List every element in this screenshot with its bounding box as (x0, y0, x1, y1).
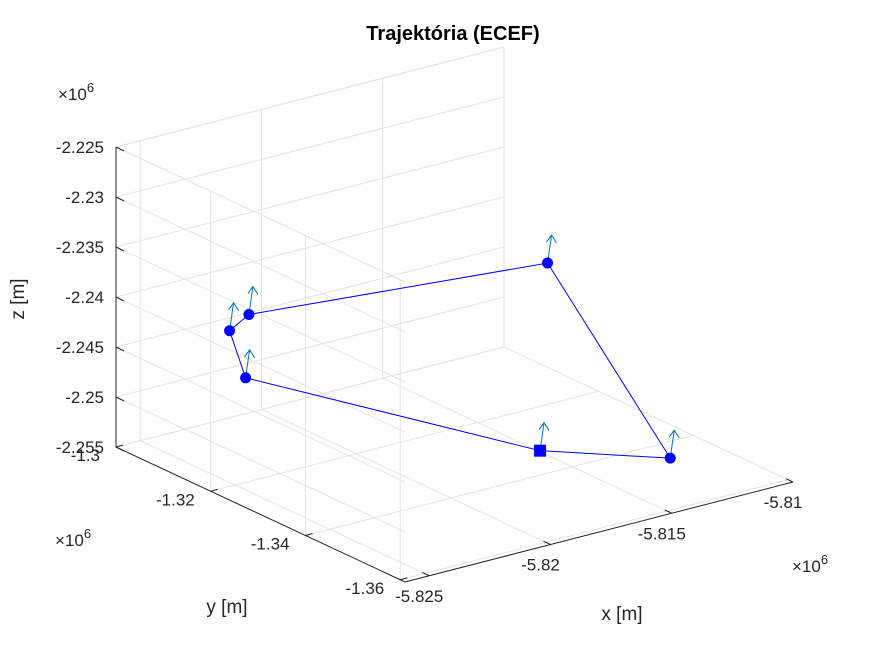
svg-text:×106: ×106 (58, 80, 94, 104)
x-tick-label: -5.815 (638, 524, 686, 543)
z-tick-mark (115, 246, 125, 252)
y-tick-label: -1.36 (346, 579, 385, 598)
y-tick-mark (400, 577, 408, 581)
y-tick-mark (115, 444, 124, 448)
axes (115, 146, 794, 583)
grid-line (382, 377, 672, 514)
y-tick-labels: -1.3 -1.32 -1.34 -1.36 (71, 446, 385, 598)
grid-line (115, 296, 505, 398)
orientation-arrowhead (244, 348, 256, 359)
x-tick-label: -5.825 (395, 587, 443, 606)
x-tick-labels: -5.825 -5.82 -5.815 -5.81 (395, 493, 802, 606)
z-tick-label: -2.245 (56, 338, 104, 357)
z-tick-label: -2.23 (65, 188, 104, 207)
z-tick-label: -2.255 (56, 438, 104, 457)
trajectory-point-square (534, 444, 547, 457)
orientation-vectors (228, 234, 680, 459)
z-tick-mark (115, 146, 125, 152)
z-tick-mark (115, 446, 125, 452)
trajectory-point (224, 325, 236, 337)
y-axis-label: y [m] (206, 597, 247, 618)
x-exponent-label: ×106 (792, 552, 828, 576)
x-tick-label: -5.81 (764, 493, 803, 512)
orientation-arrowhead (538, 421, 550, 431)
z-tick-mark (115, 346, 125, 352)
orientation-arrowhead (546, 234, 557, 244)
grid-line (115, 346, 505, 448)
z-tick-mark (115, 196, 125, 202)
trajectory-markers (224, 257, 676, 464)
z-tick-label: -2.24 (65, 288, 104, 307)
x-tick-mark (664, 509, 672, 514)
grid-line (503, 346, 794, 483)
grid-line (115, 146, 406, 283)
svg-text:×106: ×106 (55, 526, 91, 550)
x-axis-line (404, 481, 794, 583)
trajectory-point (243, 308, 255, 320)
z-tick-label: -2.225 (56, 138, 104, 157)
grid-line (115, 46, 505, 148)
x-tick-label: -5.82 (521, 556, 560, 575)
grid-line (400, 479, 789, 581)
svg-text:×106: ×106 (792, 552, 828, 576)
grid-line (115, 196, 406, 333)
grid-line (115, 96, 505, 198)
x-tick-mark (543, 540, 551, 545)
z-tick-mark (115, 296, 125, 302)
orientation-arrowhead (247, 285, 259, 295)
y-exponent-label: ×106 (55, 526, 91, 550)
z-tick-labels: -2.225 -2.23 -2.235 -2.24 -2.245 -2.25 -2.255 (56, 138, 104, 457)
orientation-arrowhead (228, 301, 240, 312)
grid-line (261, 409, 551, 545)
grid-line (115, 246, 505, 348)
chart-title: Trajektória (ECEF) (366, 23, 539, 45)
trajectory-point (240, 372, 252, 384)
grid-line (115, 146, 505, 248)
x-tick-mark (422, 571, 430, 577)
y-tick-label: -1.3 (71, 446, 100, 465)
z-exponent-label: ×106 (58, 80, 94, 104)
trajectory-point (664, 452, 676, 464)
y-axis-line (115, 446, 406, 583)
z-tick-label: -2.25 (65, 388, 104, 407)
grid-line (115, 246, 406, 383)
grid-line (115, 346, 406, 483)
grid-line (115, 396, 406, 533)
z-tick-mark (115, 396, 125, 402)
grid-line (115, 196, 505, 298)
x-axis-label: x [m] (601, 604, 642, 625)
orientation-arrowhead (668, 429, 680, 439)
z-tick-label: -2.235 (56, 238, 104, 257)
grid-line (210, 390, 599, 492)
grid-line (305, 435, 694, 537)
grid-line (115, 296, 406, 433)
x-tick-mark (785, 478, 794, 483)
y-tick-mark (305, 533, 313, 537)
y-tick-label: -1.32 (156, 490, 195, 509)
trajectory-point (542, 257, 554, 269)
grid-lines (115, 46, 794, 583)
y-tick-label: -1.34 (251, 535, 290, 554)
z-axis-label: z [m] (8, 278, 29, 319)
grid-line (140, 440, 430, 577)
y-tick-mark (210, 488, 218, 492)
